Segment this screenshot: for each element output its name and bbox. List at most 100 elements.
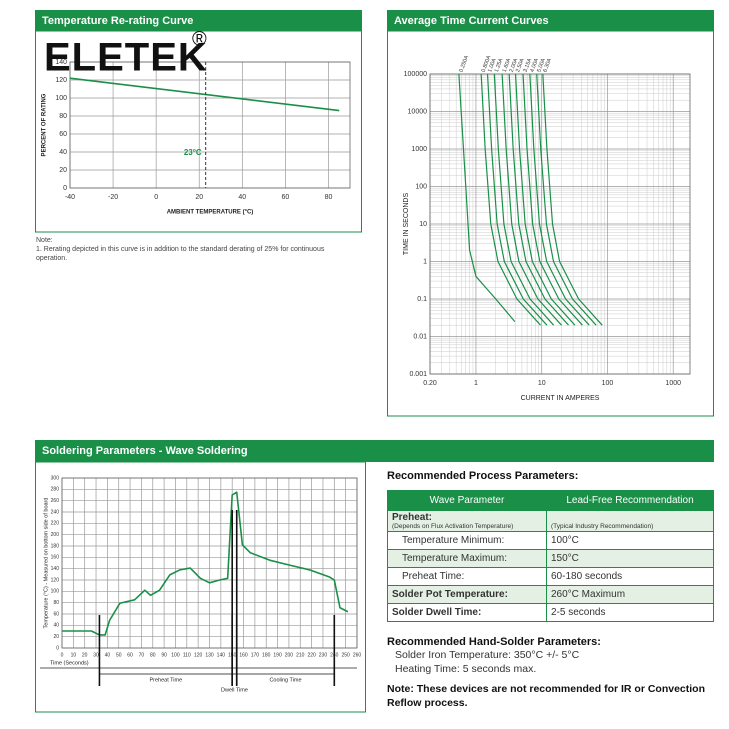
y-tick-label: 100 — [51, 589, 60, 595]
y-tick-label: 20 — [53, 634, 59, 640]
x-tick-label: 10 — [538, 380, 546, 387]
y-tick-label: 20 — [59, 167, 67, 174]
series-label: 2.50A — [515, 57, 526, 73]
reference-label: 23°C — [184, 148, 202, 157]
series-label: 3.15A — [523, 57, 534, 73]
cell-text: 150°C — [551, 553, 579, 564]
x-tick-label: 190 — [273, 652, 282, 658]
curve — [529, 73, 590, 326]
table-row: Preheat: (Depends on Flux Activation Temp… — [387, 510, 714, 532]
header-bar — [35, 10, 362, 31]
cell-text: Solder Pot Temperature: — [392, 589, 508, 600]
curve — [62, 491, 349, 636]
y-tick-label: 80 — [59, 113, 67, 120]
table-cell: 150°C — [546, 549, 714, 568]
series-label: 1.00A — [487, 57, 498, 73]
phase-label: Preheat Time — [149, 677, 182, 683]
table-cell: 2-5 seconds — [546, 603, 714, 622]
plot-frame — [69, 61, 351, 189]
y-tick-label: 120 — [51, 577, 60, 583]
note-text: 1. Rerating depicted in this curve is in… — [36, 246, 325, 262]
curve — [522, 73, 583, 326]
cell-text: 2-5 seconds — [551, 607, 606, 618]
curve — [480, 73, 541, 326]
y-tick-label: 120 — [55, 77, 67, 84]
x-tick-label: 0 — [61, 652, 64, 658]
table-cell: Temperature Maximum: — [387, 549, 547, 568]
x-tick-label: 230 — [319, 652, 328, 658]
y-tick-label: 80 — [53, 600, 59, 606]
x-tick-label: 80 — [150, 652, 156, 658]
plot-frame — [429, 73, 691, 375]
y-tick-label: 140 — [51, 566, 60, 572]
curve — [69, 77, 340, 112]
y-tick-label: 10 — [419, 221, 427, 228]
x-tick-label: 130 — [205, 652, 214, 658]
x-tick-label: 90 — [161, 652, 167, 658]
x-tick-label: 1 — [474, 380, 478, 387]
table-cell: (Typical Industry Recommendation) — [546, 510, 714, 532]
x-tick-label: -20 — [108, 194, 118, 201]
x-tick-label: 170 — [251, 652, 260, 658]
table-cell: Temperature Minimum: — [387, 531, 547, 550]
x-tick-label: 40 — [238, 194, 246, 201]
curve — [542, 73, 603, 326]
y-tick-label: 0.1 — [417, 296, 427, 303]
x-tick-label: 50 — [116, 652, 122, 658]
x-tick-label: 20 — [195, 194, 203, 201]
hand-solder-line: Solder Iron Temperature: 350°C +/- 5°C — [395, 649, 580, 661]
y-tick-label: 180 — [51, 543, 60, 549]
series-label: 2.00A — [509, 57, 520, 73]
column-header: Lead-Free Recommendation — [546, 490, 714, 511]
x-tick-label: 100 — [602, 380, 614, 387]
table-row: Temperature Maximum: 150°C — [387, 549, 714, 568]
y-tick-label: 220 — [51, 521, 60, 527]
curve — [508, 73, 569, 326]
x-tick-label: -40 — [65, 194, 75, 201]
y-tick-label: 0.001 — [409, 371, 427, 378]
x-tick-label: 60 — [127, 652, 133, 658]
y-tick-label: 1000 — [411, 146, 427, 153]
y-tick-label: 140 — [55, 59, 67, 66]
section-header: Soldering Parameters - Wave Soldering — [42, 445, 248, 457]
curve — [458, 73, 516, 322]
x-tick-label: 210 — [296, 652, 305, 658]
table-row: Solder Pot Temperature: 260°C Maximum — [387, 585, 714, 604]
y-tick-label: 0 — [56, 645, 59, 651]
table-cell: Solder Pot Temperature: — [387, 585, 547, 604]
phase-label: Cooling Time — [269, 677, 301, 683]
y-tick-label: 280 — [51, 487, 60, 493]
table-row: Temperature Minimum: 100°C — [387, 531, 714, 550]
curve — [514, 73, 576, 326]
y-tick-label: 260 — [51, 498, 60, 504]
table-cell: Preheat: (Depends on Flux Activation Temp… — [387, 510, 547, 532]
phase-label: Dwell Time — [221, 687, 248, 693]
x-tick-label: 30 — [93, 652, 99, 658]
y-tick-label: 100000 — [404, 71, 427, 78]
header-bar — [35, 440, 714, 462]
y-axis-label: PERCENT OF RATING — [42, 93, 48, 156]
cell-text: 60-180 seconds — [551, 571, 623, 582]
y-tick-label: 60 — [59, 131, 67, 138]
process-table: Wave Parameter Lead-Free Recommendation … — [387, 490, 714, 622]
logo: ELETEK — [44, 36, 208, 80]
x-tick-label: 60 — [281, 194, 289, 201]
y-tick-label: 300 — [51, 475, 60, 481]
process-title: Recommended Process Parameters: — [387, 470, 579, 482]
y-axis-label: TIME IN SECONDS — [403, 193, 410, 256]
logo-mark: ® — [192, 28, 207, 50]
table-row: Preheat Time: 60-180 seconds — [387, 567, 714, 586]
panel-border — [35, 30, 362, 233]
y-tick-label: 160 — [51, 555, 60, 561]
x-tick-label: 1000 — [665, 380, 681, 387]
hand-solder-note: Note: These devices are not recommended … — [387, 683, 705, 709]
hand-solder-line: Heating Time: 5 seconds max. — [395, 663, 537, 675]
series-label: 4.00A — [529, 57, 540, 73]
x-tick-label: 10 — [71, 652, 77, 658]
x-axis-label: Time (Seconds) — [50, 660, 89, 666]
x-tick-label: 70 — [139, 652, 145, 658]
x-tick-label: 0 — [154, 194, 158, 201]
x-axis-label: AMBIENT TEMPERATURE (°C) — [167, 210, 254, 216]
